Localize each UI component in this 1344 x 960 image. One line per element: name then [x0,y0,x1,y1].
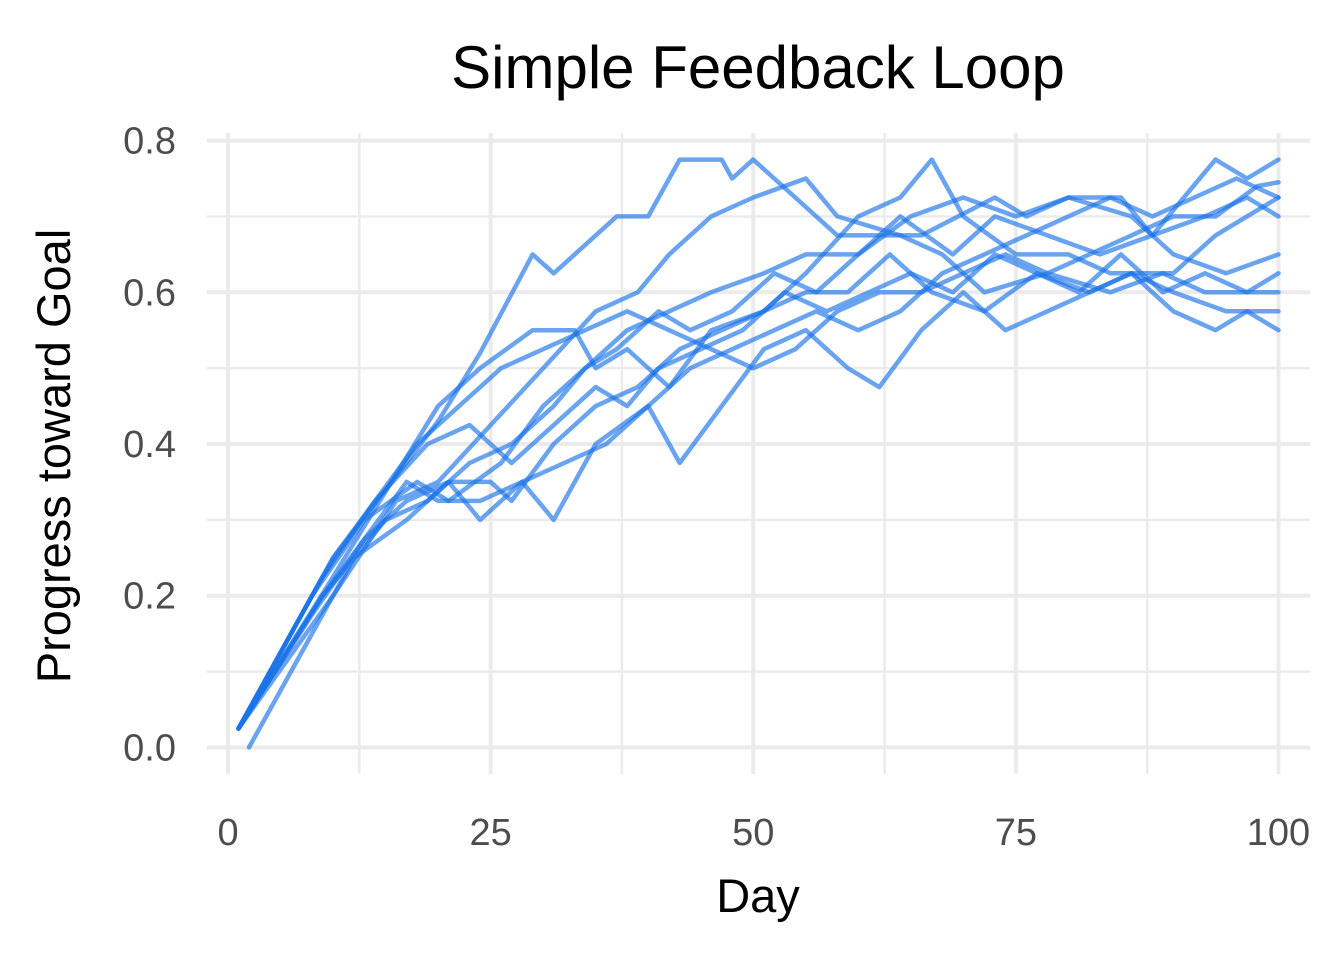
y-tick-label: 0.8 [123,121,176,163]
y-tick-label: 0.0 [123,727,176,769]
series-lines [236,157,1281,750]
x-tick-label: 100 [1247,812,1310,854]
series-line-9 [236,176,1281,731]
y-axis-title: Progress toward Goal [27,229,80,684]
series-line-5 [236,252,1281,731]
x-tick-label: 25 [469,812,511,854]
y-tick-label: 0.6 [123,272,176,314]
x-tick-label: 75 [995,812,1037,854]
y-tick-label: 0.2 [123,576,176,618]
series-line-10 [236,180,1281,731]
x-axis-title: Day [716,869,800,922]
series-line-8 [236,252,1281,731]
series-line-3 [236,176,1281,731]
chart-title: Simple Feedback Loop [451,34,1065,101]
x-tick-labels: 0 25 50 75 100 [217,812,1310,854]
x-tick-label: 0 [217,812,238,854]
y-tick-label: 0.4 [123,424,176,466]
x-tick-label: 50 [732,812,774,854]
series-line-6 [246,271,1281,750]
y-tick-labels: 0.0 0.2 0.4 0.6 0.8 [123,121,176,770]
series-line-7 [236,195,1281,731]
